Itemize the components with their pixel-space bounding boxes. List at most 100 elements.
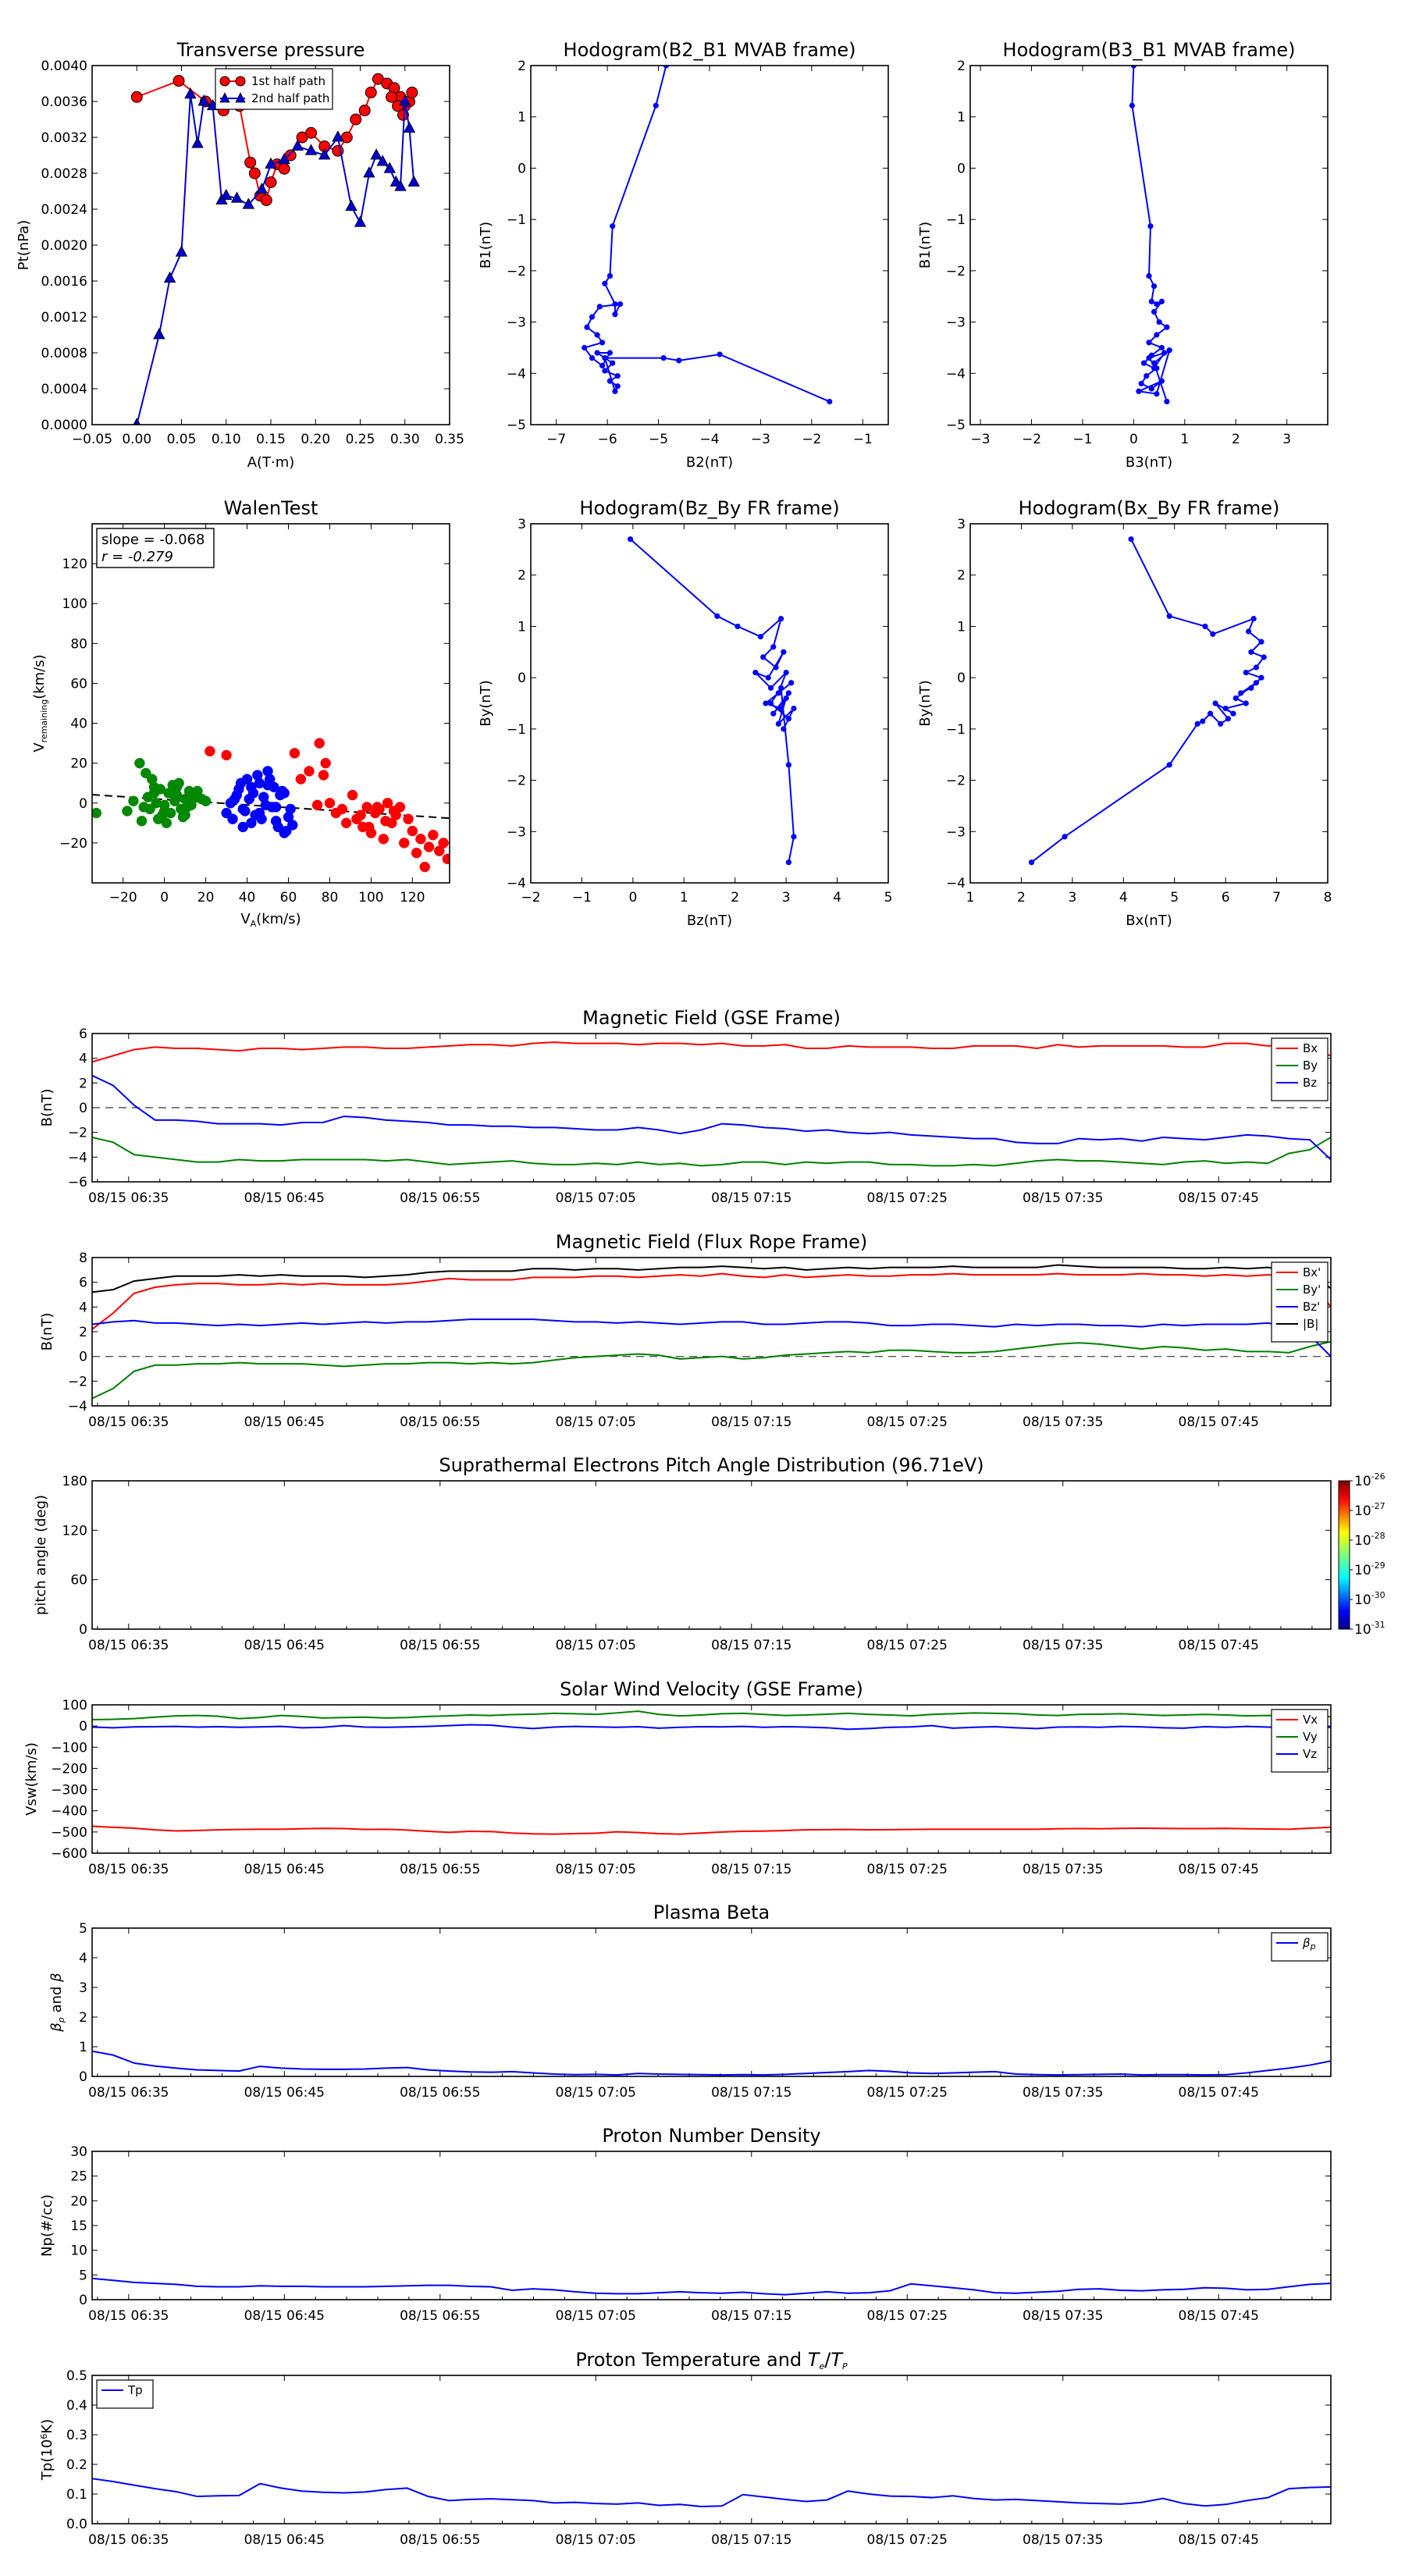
- hodo3-marker-dot: [785, 762, 792, 768]
- hodo1-marker-dot: [660, 354, 667, 361]
- walen-xtick-label: 100: [358, 890, 383, 906]
- vsw-xtick-label: 08/15 06:35: [88, 1862, 169, 1877]
- pad-colorbar-label: 10-28: [1354, 1531, 1385, 1549]
- vsw-ytick-label: −300: [51, 1783, 87, 1799]
- beta-xtick-label: 08/15 06:45: [244, 2085, 325, 2101]
- beta-series-p-line: [92, 2050, 1331, 2076]
- hodo2-marker-dot: [1158, 344, 1165, 351]
- walen-group3-point: [407, 825, 418, 837]
- beta-ytick-label: 3: [79, 1980, 87, 1996]
- walen-ytick-label: 40: [70, 717, 87, 732]
- hodo3-ytick-label: −1: [507, 722, 526, 738]
- walen-group3-point: [378, 834, 389, 845]
- walen-group3-point: [221, 749, 232, 761]
- hodo3-marker-dot: [757, 633, 764, 640]
- bgse-legend-label: Bx: [1303, 1041, 1318, 1055]
- hodo3-xtick-label: 3: [782, 890, 791, 906]
- bfr-legend-box: [1271, 1261, 1329, 1343]
- walen-ytick-label: 20: [70, 756, 87, 772]
- pt-marker-triangle: [184, 87, 197, 99]
- pad-colorbar-exp: -26: [1371, 1471, 1385, 1482]
- walen-group2-point: [270, 802, 282, 813]
- hodo3-title: Hodogram(Bz_By FR frame): [579, 497, 839, 519]
- vsw-ytick-label: −500: [51, 1825, 87, 1841]
- pt-marker-circle: [278, 162, 290, 175]
- hodo4-marker-dot: [1194, 720, 1200, 727]
- tp-legend-box: [96, 2379, 154, 2409]
- hodo2-axes-frame: [969, 65, 1329, 425]
- walen-group3-point: [399, 838, 410, 849]
- hodo2-marker-dot: [1164, 398, 1170, 405]
- hodo3-marker-dot: [783, 669, 789, 676]
- hodo4-xtick-label: 8: [1324, 890, 1332, 906]
- hodo3-marker-dot: [765, 674, 771, 681]
- walen-group3-point: [289, 748, 301, 759]
- pad-xtick-label: 08/15 07:25: [867, 1638, 948, 1653]
- hodo2-marker-dot: [1147, 223, 1154, 229]
- walen-group3-point: [388, 806, 400, 817]
- hodo2-chart: Hodogram(B3_B1 MVAB frame) −3 −2 −1 0 1 2 3 −5 −4…: [917, 39, 1329, 471]
- hodo2-xtick-label: −3: [971, 432, 991, 447]
- hodo4-xlabel: Bx(nT): [1126, 913, 1172, 929]
- hodo1-marker-dot: [596, 304, 603, 310]
- hodo3-marker-dot: [788, 680, 795, 686]
- hodo1-marker-dot: [599, 340, 606, 346]
- walen-group1-point: [190, 792, 201, 802]
- bgse-ylabel: B(nT): [39, 1089, 55, 1127]
- hodo1-xtick-label: −1: [853, 432, 873, 447]
- hodo1-marker-dot: [614, 372, 621, 379]
- bfr-ytick-label: 6: [79, 1276, 87, 1291]
- vsw-legend-label: Vx: [1303, 1713, 1318, 1727]
- hodo4-By-vs-Bx-line: [1030, 539, 1265, 863]
- walen-annotation-box: [96, 528, 215, 568]
- walen-group2-point: [240, 806, 251, 817]
- bfr-ytick-label: 8: [79, 1251, 87, 1266]
- walen-group1-point: [136, 816, 148, 827]
- hodo3-xtick-label: 4: [833, 890, 841, 906]
- hodo2-xtick-label: 3: [1282, 432, 1291, 447]
- bgse-series-Bz-line: [92, 1074, 1331, 1161]
- walen-group1-point: [122, 806, 133, 817]
- pt-marker-triangle: [242, 197, 255, 209]
- np-ytick-label: 30: [70, 2144, 87, 2160]
- pt-marker-triangle: [403, 121, 416, 133]
- walen-group3-point: [355, 809, 366, 820]
- bgse-ytick-label: 4: [79, 1051, 87, 1067]
- pt-marker-circle: [244, 156, 257, 169]
- hodo2-marker-dot: [1161, 350, 1168, 356]
- hodo1-marker-dot: [594, 350, 600, 356]
- hodo1-marker-dot: [584, 324, 590, 330]
- hodo1-marker-dot: [606, 378, 614, 384]
- bfr-ytick-label: 2: [79, 1325, 87, 1340]
- hodo1-axes-frame: [530, 65, 889, 425]
- hodo4-marker-dot: [1202, 623, 1208, 630]
- hodo3-ytick-label: −3: [507, 824, 526, 840]
- hodo3-xlabel: Bz(nT): [687, 913, 732, 929]
- walen-ytick-label: 100: [62, 596, 87, 612]
- pad-xtick-label: 08/15 06:55: [400, 1638, 480, 1653]
- beta-xtick-label: 08/15 07:25: [867, 2085, 948, 2101]
- vsw-xtick-label: 08/15 07:25: [867, 1862, 948, 1877]
- hodo3-chart: Hodogram(Bz_By FR frame) −2 −1 0 1 2 3 4 5 −4 −3 −2…: [478, 497, 892, 929]
- hodo3-xtick-label: 0: [628, 890, 637, 906]
- bgse-ytick-label: 0: [79, 1101, 87, 1116]
- walen-group2-point: [227, 813, 238, 824]
- hodo4-marker-dot: [1238, 690, 1244, 696]
- np-ytick-label: 10: [70, 2243, 87, 2259]
- pad-xtick-label: 08/15 07:45: [1179, 1638, 1259, 1653]
- hodo4-plot-area: [1028, 536, 1267, 866]
- np-xtick-label: 08/15 07:45: [1179, 2308, 1259, 2324]
- vsw-xtick-label: 08/15 07:15: [711, 1862, 791, 1877]
- bfr-xtick-label: 08/15 07:25: [867, 1414, 948, 1430]
- walen-group2-point: [281, 825, 292, 837]
- hodo3-marker-dot: [767, 685, 774, 691]
- pt-xtick-label: 0.10: [212, 432, 241, 447]
- hodo4-ylabel: By(nT): [917, 680, 934, 726]
- walen-group1-point: [161, 817, 173, 829]
- walen-group3-point: [423, 841, 435, 852]
- hodo3-marker-dot: [778, 685, 784, 691]
- pt-legend-label: 1st half path: [251, 74, 325, 88]
- walen-group2-point: [237, 821, 249, 833]
- bfr-ytick-label: −2: [68, 1374, 87, 1389]
